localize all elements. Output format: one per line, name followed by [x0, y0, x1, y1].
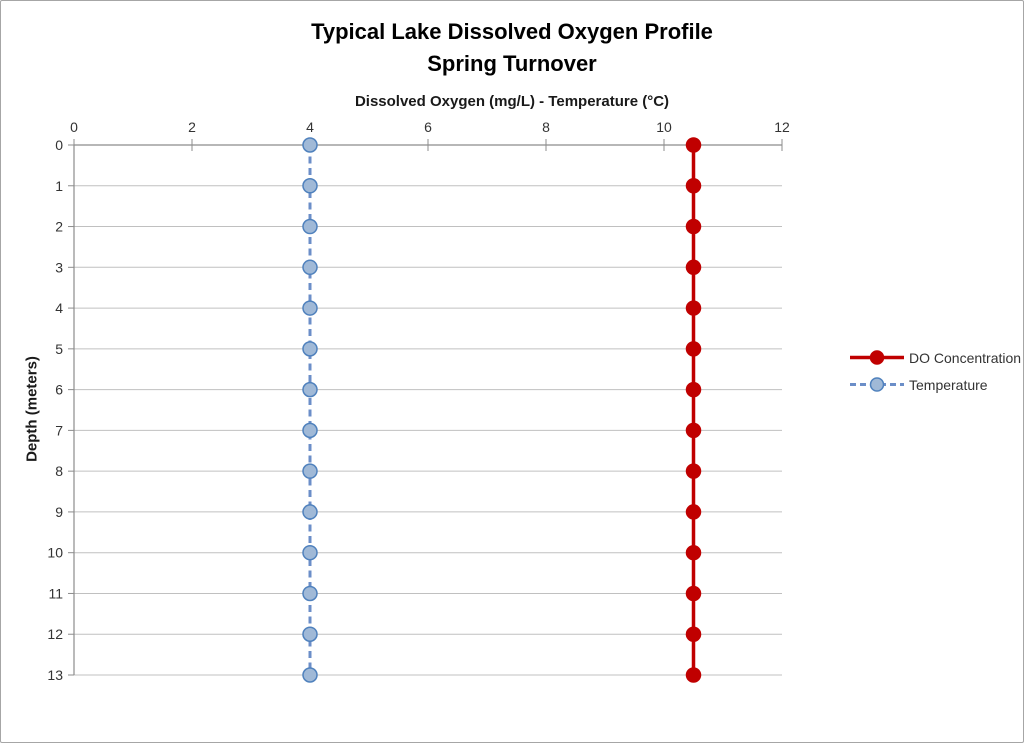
chart-title-line2: Spring Turnover — [427, 51, 597, 76]
series-0-marker-depth-12 — [685, 626, 702, 642]
x-axis-title: Dissolved Oxygen (mg/L) - Temperature (°… — [354, 93, 670, 110]
series-0-marker-depth-8 — [685, 463, 702, 479]
y-tick-label-3: 3 — [55, 259, 63, 275]
series-1-marker-depth-1 — [302, 178, 318, 194]
y-tick-label-12: 12 — [47, 626, 63, 642]
x-tick-label-4: 4 — [306, 119, 314, 135]
x-tick-label-6: 6 — [424, 119, 432, 135]
series-0-marker-depth-7 — [685, 422, 702, 439]
series-0-marker-depth-9 — [685, 504, 702, 520]
chart-title: Typical Lake Dissolved Oxygen Profile Sp… — [1, 16, 1023, 80]
series-1-marker-depth-5 — [302, 341, 318, 357]
series-1-marker-depth-4 — [302, 300, 318, 316]
series-1-marker-depth-0 — [302, 137, 318, 153]
y-tick-label-11: 11 — [48, 585, 63, 601]
temperature-line-sample-icon — [850, 377, 904, 392]
series-1-marker-depth-13 — [302, 667, 318, 683]
x-tick-label-10: 10 — [656, 119, 672, 135]
y-tick-label-13: 13 — [47, 667, 63, 683]
y-tick-label-9: 9 — [55, 504, 63, 520]
y-tick-label-5: 5 — [55, 341, 63, 357]
series-1-marker-depth-12 — [302, 626, 318, 642]
series-0-marker-depth-1 — [685, 178, 702, 194]
series-0-marker-depth-13 — [685, 667, 702, 683]
series-0-marker-depth-11 — [685, 585, 702, 602]
do-concentration-line-sample-icon — [850, 350, 904, 365]
legend-marker-glyph — [869, 350, 885, 365]
x-tick-label-12: 12 — [774, 119, 790, 135]
series-1-marker-depth-10 — [302, 544, 318, 561]
series-1-marker-depth-3 — [302, 259, 318, 276]
legend-item-do-concentration: DO Concentration — [850, 344, 1021, 371]
x-tick-label-8: 8 — [542, 119, 550, 135]
y-tick-label-4: 4 — [55, 300, 63, 316]
y-tick-label-8: 8 — [55, 463, 63, 479]
y-tick-label-2: 2 — [55, 219, 63, 235]
series-0-marker-depth-10 — [685, 544, 702, 561]
series-1-marker-depth-2 — [302, 218, 318, 235]
series-0-marker-depth-4 — [685, 300, 702, 316]
legend-label-temperature: Temperature — [909, 376, 988, 393]
series-1-marker-depth-9 — [302, 504, 318, 520]
series-0-marker-depth-5 — [685, 341, 702, 357]
legend-item-temperature: Temperature — [850, 371, 1021, 398]
legend-marker-glyph — [869, 377, 885, 392]
y-tick-label-6: 6 — [55, 382, 63, 398]
series-1-marker-depth-8 — [302, 463, 318, 479]
legend: DO Concentration Temperature — [850, 344, 1021, 398]
legend-label-do-concentration: DO Concentration — [909, 349, 1022, 366]
y-tick-label-1: 1 — [55, 178, 63, 194]
y-tick-label-7: 7 — [55, 422, 63, 438]
series-0-marker-depth-6 — [685, 381, 702, 398]
series-1-marker-depth-6 — [302, 381, 318, 398]
series-0-marker-depth-2 — [685, 218, 702, 235]
y-tick-label-0: 0 — [55, 137, 63, 153]
series-0-marker-depth-3 — [685, 259, 702, 276]
series-1-marker-depth-11 — [302, 585, 318, 602]
chart-title-line1: Typical Lake Dissolved Oxygen Profile — [311, 19, 713, 44]
series-1-marker-depth-7 — [302, 422, 318, 439]
x-tick-label-2: 2 — [188, 119, 196, 135]
series-0-marker-depth-0 — [685, 137, 702, 153]
y-tick-label-10: 10 — [47, 545, 63, 561]
x-tick-label-0: 0 — [70, 119, 78, 135]
